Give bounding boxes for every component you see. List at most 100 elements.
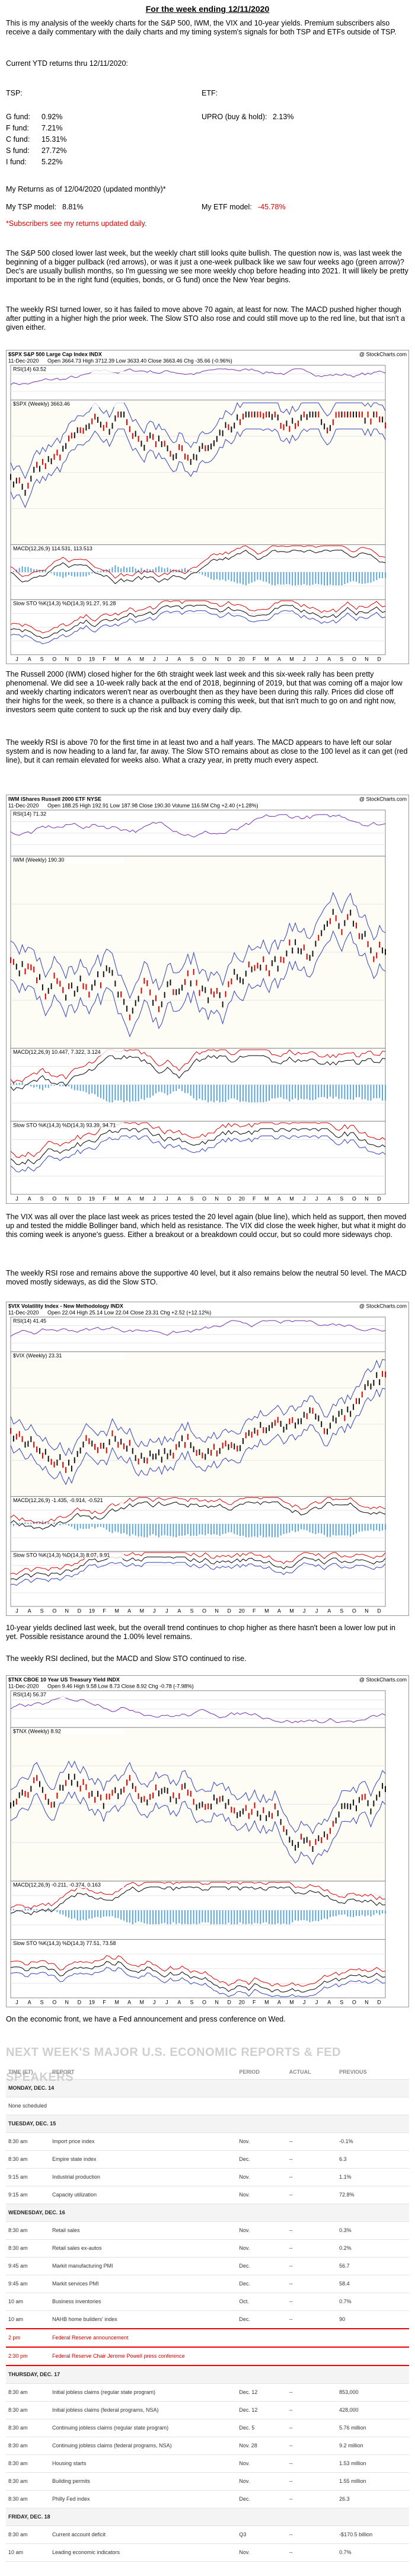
panel-label: RSI(14) 71.32 [13,811,46,817]
month-label: M [139,1195,144,1201]
stock-chart: $VIX Volatility Index - New Methodology … [6,1302,409,1616]
paragraph: 10-year yields declined last week, but t… [6,1624,395,1641]
month-label: S [40,1608,44,1614]
chart-quote: Open 9.46 High 9.58 Low 8.73 Close 8.92 … [47,1683,194,1689]
month-label: J [15,1999,18,2005]
cell: 56.7 [337,2257,409,2275]
month-label: D [78,1195,82,1201]
month-label: N [365,1195,369,1201]
panel-label: $SPX (Weekly) 3663.46 [13,401,70,407]
cell: Continuing jobless claims (regular state… [49,2419,237,2437]
panel-label: $VIX (Weekly) 23.31 [13,1353,62,1359]
cell: 58.4 [337,2275,409,2293]
day-row: FRIDAY, DEC. 18 [6,2508,409,2526]
month-label: S [190,1195,193,1201]
month-label: O [52,1195,56,1201]
panel-label: MACD(12,26,9) -1.435, -0.914, -0.521 [13,1497,103,1503]
month-label: A [177,1999,181,2005]
cell: -- [286,2186,337,2204]
report-row: 10 am NAHB home builders' index Dec. -- 90 [6,2310,409,2329]
month-label: A [28,1195,31,1201]
paragraph: The S&P 500 closed lower last week, but … [6,249,408,284]
month-label: O [202,656,206,662]
cell: Nov. [237,2221,287,2240]
fund-return: G fund: 0.92% [6,113,184,122]
cell: NAHB home builders' index [49,2310,237,2329]
paragraph: The Russell 2000 (IWM) closed higher for… [6,670,403,714]
month-label: S [340,1195,343,1201]
panel-label: MACD(12,26,9) 114.531, 113.513 [13,546,92,551]
month-label: A [127,1999,131,2005]
chart-date: 11-Dec-2020 [8,358,39,364]
cell: 8:30 am [6,2472,50,2491]
report-row: 9:45 am Markit services PMI Dec. -- 58.4 [6,2275,409,2293]
cell: -- [286,2239,337,2258]
panel-label: MACD(12,26,9) -0.211, -0.374, 0.163 [13,1882,101,1888]
chart-date: 11-Dec-2020 [8,1309,39,1315]
cell: 1.53 million [337,2454,409,2473]
month-label: D [227,1608,231,1614]
cell: Nov. [237,2239,287,2258]
report-row: 8:30 am Initial jobless claims (regular s… [6,2383,409,2402]
month-label: J [153,656,156,662]
month-label: A [127,1608,131,1614]
month-label: D [377,1195,381,1201]
tsp-model: My TSP model: 8.81% [6,203,184,212]
report-row: 2 pm Federal Reserve announcement [6,2328,409,2348]
cell: Business inventories [49,2293,237,2311]
fund-return: F fund: 7.21% [6,124,184,133]
cell: 10 am [6,2310,50,2329]
month-label: J [315,1608,318,1614]
report-row: 2:30 pm Federal Reserve Chair Jerome Powe… [6,2347,409,2366]
tsp-label: TSP: [6,89,23,97]
cell: Dec. 12 [237,2383,287,2402]
column-title: PREVIOUS [337,2065,409,2080]
month-label: J [15,1608,18,1614]
cell: 8:30 am [6,2401,50,2419]
chart-title: $TNX CBOE 10 Year US Treasury Yield INDX [8,1676,120,1682]
column-title: ACTUAL [286,2065,337,2080]
chart-title: IWM iShares Russell 2000 ETF NYSE [8,796,101,802]
day-row: THURSDAY, DEC. 17 [6,2365,409,2384]
month-label: 19 [89,656,95,662]
returns-note: *Subscribers see my returns updated dail… [6,219,147,228]
paragraph: The VIX was all over the place last week… [6,1213,407,1239]
cell: -- [286,2383,337,2402]
cell: Retail sales [49,2221,237,2240]
chart-credit: @ StockCharts.com [359,796,407,802]
calendar-title: NEXT WEEK'S MAJOR U.S. ECONOMIC REPORTS … [6,2046,341,2084]
band-line [10,1955,386,1987]
band-line [10,1552,386,1575]
cell: Q3 [237,2526,287,2544]
month-label: J [303,656,305,662]
cell: Dec. [237,2490,287,2508]
fund-return: C fund: 15.31% [6,135,184,144]
panel-label-bg [11,1882,124,1889]
cell: Empire state index [49,2150,237,2169]
cell: 853,000 [337,2383,409,2402]
month-label: N [65,1195,69,1201]
cell: Capacity utilization [49,2186,237,2204]
panel-label: Slow STO %K(14,3) %D(14,3) 93.39, 94.71 [13,1122,116,1128]
indicator-line [10,1128,386,1165]
month-label: J [153,1999,156,2005]
cell: 8:30 am [6,2383,50,2402]
cell: Dec. [237,2275,287,2293]
panel-label: RSI(14) 56.37 [13,1691,46,1697]
month-label: M [289,656,294,662]
band-line [10,402,386,479]
month-label: N [215,656,219,662]
signal-line [10,1497,386,1525]
month-label: F [103,1195,106,1201]
month-label: A [277,1999,281,2005]
cell: -- [286,2150,337,2169]
signal-line [10,1049,386,1084]
month-label: N [65,656,69,662]
fund-return-value: 0.92% [42,113,63,121]
month-label: D [227,656,231,662]
month-label: S [340,656,343,662]
cell: 8:30 am [6,2221,50,2240]
chart-quote: Open 22.04 High 25.14 Low 22.04 Close 23… [47,1309,211,1315]
fund-return-value: 7.21% [42,124,63,132]
band-line [10,1388,386,1485]
